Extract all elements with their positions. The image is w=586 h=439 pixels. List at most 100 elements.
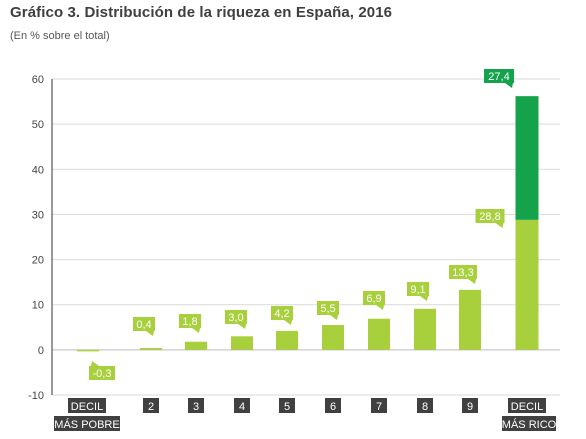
value-label-pointer [330, 315, 338, 320]
value-label-callout: 28,8 [475, 209, 505, 228]
y-tick-label: 0 [38, 345, 44, 357]
category-label: 8 [417, 398, 433, 413]
value-label: 3,0 [228, 312, 243, 324]
category-text: 2 [148, 401, 154, 413]
gridlines [52, 78, 560, 396]
category-box [502, 416, 556, 431]
bar [231, 336, 253, 350]
value-label-callout: 9,1 [407, 282, 429, 301]
bars [77, 96, 539, 352]
value-label-box [449, 265, 477, 279]
category-text: 6 [330, 401, 336, 413]
y-tick-label: 40 [32, 164, 44, 176]
category-label: 6 [325, 398, 341, 413]
category-box [234, 398, 250, 413]
value-label-callout: 5,5 [317, 301, 339, 320]
y-tick-label: 20 [32, 255, 44, 267]
category-text: DECIL [511, 401, 543, 413]
chart-title: Gráfico 3. Distribución de la riqueza en… [10, 4, 393, 21]
value-label-box [225, 310, 247, 324]
value-label-box [271, 306, 293, 320]
category-box [371, 398, 387, 413]
category-label: DECIL MÁS POBRE [54, 398, 120, 431]
value-label-box [363, 291, 385, 305]
category-text: 5 [284, 401, 290, 413]
y-tick-label: -10 [28, 390, 44, 402]
y-tick-label: 10 [32, 300, 44, 312]
category-box [68, 398, 106, 413]
category-box [417, 398, 433, 413]
category-box [54, 416, 120, 431]
value-label-box [89, 366, 115, 380]
value-label-box [484, 69, 514, 83]
value-label-callout: 6,9 [363, 291, 385, 310]
value-label-pointer [91, 361, 99, 366]
category-text: 7 [376, 401, 382, 413]
value-label: 4,2 [274, 308, 289, 320]
value-label-box [407, 282, 429, 296]
category-text: MÁS POBRE [54, 418, 119, 431]
value-label: -0,3 [93, 368, 112, 380]
value-label: 1,8 [182, 316, 197, 328]
bar [368, 318, 390, 350]
value-label-box [133, 317, 155, 331]
bar [322, 325, 344, 350]
category-label: 7 [371, 398, 387, 413]
y-axis: 60 50 40 30 20 10 0 -10 [28, 74, 53, 402]
value-label-pointer [495, 223, 504, 228]
value-label-pointer [146, 331, 154, 336]
category-label: 2 [143, 398, 159, 413]
category-text: DECIL [71, 401, 103, 413]
category-box [188, 398, 204, 413]
y-tick-label: 30 [32, 209, 44, 221]
value-labels: -0,3 0,4 1,8 3,0 4,2 5,5 6,9 9,1 13,3 28,8 27,4 [89, 69, 514, 380]
category-box [279, 398, 295, 413]
bar [185, 341, 207, 350]
value-label-callout: -0,3 [89, 361, 115, 380]
chart-subtitle: (En % sobre el total) [10, 30, 110, 42]
category-label: 9 [462, 398, 478, 413]
bar [276, 330, 298, 350]
category-label: 3 [188, 398, 204, 413]
category-box [462, 398, 478, 413]
value-label: 5,5 [320, 303, 335, 315]
value-label-callout: 1,8 [179, 314, 201, 333]
value-label-pointer [192, 328, 200, 333]
category-box [325, 398, 341, 413]
value-label: 27,4 [488, 71, 509, 83]
value-label-box [317, 301, 339, 315]
value-label-pointer [238, 324, 246, 329]
value-label: 28,8 [479, 211, 500, 223]
value-label-pointer [468, 279, 476, 284]
value-label-pointer [420, 296, 428, 301]
category-labels: DECIL MÁS POBRE 2 3 4 5 6 7 8 9 DECIL MÁS RICO [54, 398, 557, 431]
value-label: 9,1 [410, 284, 425, 296]
category-label: 5 [279, 398, 295, 413]
value-label-callout: 4,2 [271, 306, 293, 325]
category-text: 3 [193, 401, 199, 413]
bar [140, 348, 162, 350]
category-text: 4 [239, 401, 245, 413]
category-text: 8 [422, 401, 428, 413]
category-box [143, 398, 159, 413]
bar-top-segment [515, 96, 539, 220]
value-label: 0,4 [136, 319, 151, 331]
value-label-pointer [505, 83, 513, 88]
value-label-pointer [284, 320, 292, 325]
y-tick-label: 50 [32, 119, 44, 131]
value-label-callout: 0,4 [133, 317, 155, 336]
value-label: 6,9 [366, 293, 381, 305]
category-text: 9 [467, 401, 473, 413]
value-label: 13,3 [452, 267, 473, 279]
category-label: DECIL MÁS RICO [502, 398, 557, 431]
bar [414, 308, 436, 350]
category-text: MÁS RICO [502, 418, 557, 431]
value-label-callout: 13,3 [449, 265, 477, 284]
y-tick-label: 60 [32, 74, 44, 86]
bar [459, 289, 481, 350]
category-label: 4 [234, 398, 250, 413]
value-label-callout: 3,0 [225, 310, 247, 329]
bar [515, 219, 539, 350]
value-label-box [475, 209, 505, 223]
